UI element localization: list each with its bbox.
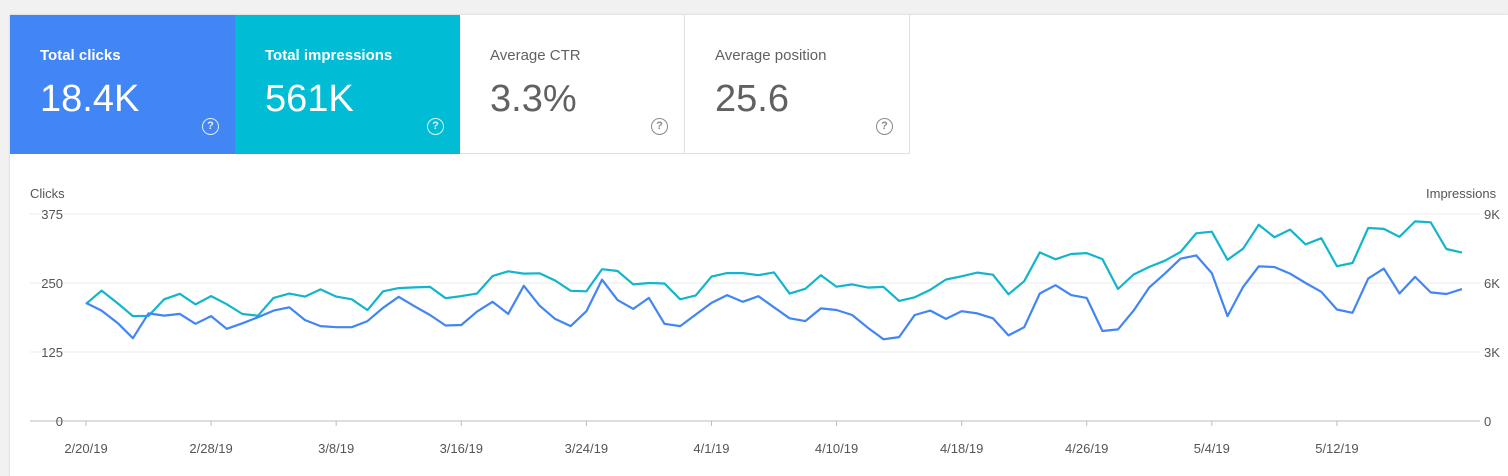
total-clicks-card[interactable]: Total clicks 18.4K ? xyxy=(10,15,235,154)
right-tick-label: 3K xyxy=(1484,345,1500,360)
right-axis-ticks: 9K 6K 3K 0 xyxy=(1484,207,1500,429)
average-position-label: Average position xyxy=(715,47,827,64)
help-icon[interactable]: ? xyxy=(427,118,444,135)
left-tick-label: 125 xyxy=(41,345,63,360)
left-axis-ticks: 375 250 125 0 xyxy=(41,207,63,429)
left-tick-label: 0 xyxy=(56,414,63,429)
x-tick-label: 5/4/19 xyxy=(1194,441,1230,456)
x-tick-label: 5/12/19 xyxy=(1315,441,1358,456)
x-tick-label: 4/10/19 xyxy=(815,441,858,456)
chart-grid xyxy=(30,213,1480,422)
total-impressions-card[interactable]: Total impressions 561K ? xyxy=(235,15,460,154)
left-tick-label: 250 xyxy=(41,276,63,291)
series-lines xyxy=(85,220,1463,341)
x-tick-label: 3/24/19 xyxy=(565,441,608,456)
x-tick-label: 4/18/19 xyxy=(940,441,983,456)
x-tick-label: 3/16/19 xyxy=(440,441,483,456)
help-icon[interactable]: ? xyxy=(876,118,893,135)
total-clicks-value: 18.4K xyxy=(40,78,140,120)
total-impressions-value: 561K xyxy=(265,78,354,120)
total-clicks-label: Total clicks xyxy=(40,47,121,64)
right-tick-label: 6K xyxy=(1484,276,1500,291)
help-icon[interactable]: ? xyxy=(202,118,219,135)
x-tick-label: 2/20/19 xyxy=(64,441,107,456)
x-tick-label: 4/1/19 xyxy=(693,441,729,456)
right-tick-label: 0 xyxy=(1484,414,1491,429)
help-icon[interactable]: ? xyxy=(651,118,668,135)
right-axis-title: Impressions xyxy=(1426,186,1497,201)
impressions-series-line xyxy=(85,220,1463,318)
x-tick-label: 4/26/19 xyxy=(1065,441,1108,456)
average-position-card[interactable]: Average position 25.6 ? xyxy=(685,15,910,154)
average-position-value: 25.6 xyxy=(715,78,789,120)
right-tick-label: 9K xyxy=(1484,207,1500,222)
x-tick-label: 3/8/19 xyxy=(318,441,354,456)
average-ctr-card[interactable]: Average CTR 3.3% ? xyxy=(460,15,685,154)
left-axis-title: Clicks xyxy=(30,186,65,201)
clicks-series-line xyxy=(85,254,1463,341)
average-ctr-value: 3.3% xyxy=(490,78,577,120)
x-tick-label: 2/28/19 xyxy=(189,441,232,456)
x-axis-ticks: 2/20/19 2/28/19 3/8/19 3/16/19 3/24/19 4/1/19… xyxy=(64,421,1359,456)
metric-cards: Total clicks 18.4K ? Total impressions 5… xyxy=(10,15,910,154)
left-tick-label: 375 xyxy=(41,207,63,222)
average-ctr-label: Average CTR xyxy=(490,47,581,64)
total-impressions-label: Total impressions xyxy=(265,47,393,64)
